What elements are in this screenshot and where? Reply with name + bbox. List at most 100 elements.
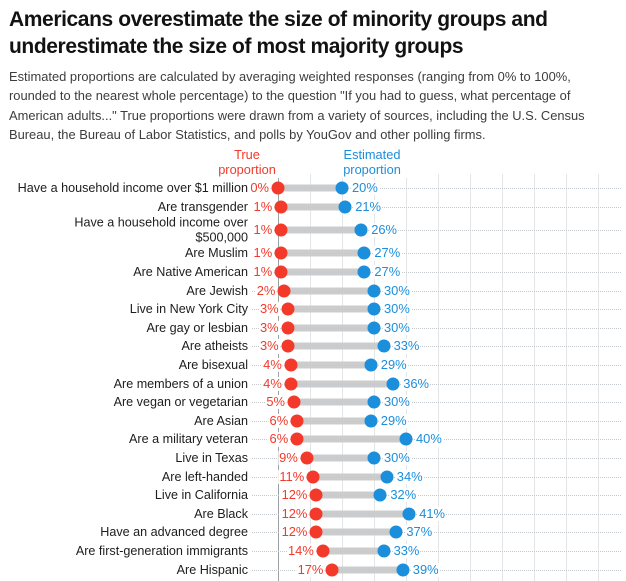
estimated-value-label: 27%	[373, 245, 402, 261]
category-label: Live in New York City	[129, 302, 248, 317]
chart-row: Are Black 12% 41%	[0, 505, 626, 524]
true-proportion-dot	[309, 507, 323, 521]
row-plot: 14% 33%	[0, 542, 626, 561]
category-label: Are vegan or vegetarian	[113, 395, 248, 409]
estimated-value-label: 40%	[415, 431, 443, 447]
true-value-label: 11%	[278, 468, 306, 484]
estimated-proportion-dot	[367, 395, 381, 409]
row-plot: 1% 27%	[0, 263, 626, 282]
category-label: Live in Texas	[175, 450, 248, 465]
category-label: Are members of a union	[113, 376, 248, 391]
estimated-proportion-dot	[357, 265, 371, 279]
chart-row: Have a household income over $500,000 1% 2…	[0, 216, 626, 244]
category-label: Are a military veteran	[129, 432, 248, 447]
dumbbell-chart-rows: Have a household income over $1 million 0…	[0, 179, 626, 579]
true-proportion-dot	[284, 358, 298, 372]
category-label: Are gay or lesbian	[146, 320, 248, 335]
row-dotted-line	[252, 327, 621, 329]
estimated-value-label: 33%	[392, 338, 421, 354]
estimated-proportion-dot	[354, 223, 368, 237]
row-dotted-line	[252, 365, 621, 367]
true-proportion-dot	[316, 544, 330, 558]
estimated-proportion-dot	[367, 451, 381, 465]
chart-row: Are gay or lesbian 3% 30%	[0, 319, 626, 338]
x-axis-zero-line	[278, 172, 279, 581]
chart-row: Live in California 12% 32%	[0, 486, 626, 505]
category-label: Have an advanced degree	[100, 525, 248, 540]
true-value-label: 1%	[252, 222, 274, 238]
chart-row: Are Asian 6% 29%	[0, 412, 626, 431]
x-gridline	[470, 174, 471, 581]
true-value-label: 12%	[280, 487, 309, 503]
true-value-label: 17%	[296, 561, 325, 577]
row-dotted-line	[252, 290, 621, 292]
chart-row: Are first-generation immigrants 14% 33%	[0, 542, 626, 561]
category-label: Are Jewish	[186, 283, 248, 298]
x-gridline	[502, 174, 503, 581]
chart-row: Are atheists 3% 33%	[0, 337, 626, 356]
row-dotted-line	[252, 253, 621, 255]
true-proportion-dot	[274, 246, 288, 260]
row-dotted-line	[252, 188, 621, 190]
category-label: Are Black	[194, 506, 248, 521]
estimated-value-label: 30%	[383, 449, 411, 466]
page-title: Americans overestimate the size of minor…	[9, 8, 548, 59]
chart-row: Are members of a union 4% 36%	[0, 374, 626, 393]
row-plot: 11% 34%	[0, 467, 626, 486]
true-value-label: 5%	[265, 394, 286, 410]
estimated-proportion-dot	[396, 563, 410, 577]
chart-row: Are Hispanic 17% 39%	[0, 560, 626, 579]
true-value-label: 9%	[278, 449, 299, 466]
estimated-value-label: 29%	[379, 356, 408, 373]
estimated-value-label: 27%	[373, 263, 402, 280]
estimated-value-label: 26%	[370, 222, 398, 238]
row-plot: 9% 30%	[0, 449, 626, 468]
chart-row: Are transgender 1% 21%	[0, 198, 626, 217]
x-gridline	[534, 174, 535, 581]
chart-row: Are a military veteran 6% 40%	[0, 430, 626, 449]
legend-true-proportion: True proportion	[212, 147, 282, 178]
category-label: Have a household income over $1 million	[17, 181, 248, 196]
estimated-proportion-dot	[399, 432, 413, 446]
estimated-value-label: 30%	[383, 301, 411, 317]
true-proportion-dot	[309, 525, 323, 539]
chart-row: Are Jewish 2% 30%	[0, 281, 626, 300]
estimated-value-label: 30%	[383, 282, 411, 298]
row-dotted-line	[252, 206, 621, 208]
category-label: Are left-handed	[161, 469, 248, 484]
row-dotted-line	[252, 402, 621, 404]
row-plot: 1% 27%	[0, 244, 626, 263]
true-proportion-dot	[281, 321, 295, 335]
estimated-value-label: 36%	[402, 375, 430, 391]
estimated-value-label: 30%	[383, 319, 411, 335]
category-label: Are Hispanic	[176, 562, 248, 577]
true-proportion-dot	[300, 451, 314, 465]
row-plot: 0% 20%	[0, 179, 626, 198]
estimated-proportion-dot	[367, 302, 381, 316]
row-plot: 4% 36%	[0, 374, 626, 393]
row-dotted-line	[252, 272, 621, 274]
chart-row: Live in Texas 9% 30%	[0, 449, 626, 468]
row-dotted-line	[252, 532, 621, 534]
estimated-proportion-dot	[402, 507, 416, 521]
x-gridline	[374, 174, 375, 581]
true-proportion-dot	[290, 432, 304, 446]
row-plot: 5% 30%	[0, 393, 626, 412]
row-plot: 6% 40%	[0, 430, 626, 449]
row-plot: 2% 30%	[0, 281, 626, 300]
chart-subtitle: Estimated proportions are calculated by …	[9, 69, 585, 143]
true-proportion-dot	[287, 395, 301, 409]
estimated-proportion-dot	[335, 181, 349, 195]
true-proportion-dot	[306, 470, 320, 484]
true-value-label: 14%	[286, 542, 315, 559]
x-gridline	[342, 174, 343, 581]
true-value-label: 1%	[252, 245, 274, 261]
true-value-label: 1%	[252, 198, 274, 214]
chart-row: Are bisexual 4% 29%	[0, 356, 626, 375]
true-proportion-dot	[277, 284, 291, 298]
row-dotted-line	[252, 346, 621, 348]
true-value-label: 2%	[255, 282, 277, 298]
chart-row: Have an advanced degree 12% 37%	[0, 523, 626, 542]
estimated-value-label: 37%	[405, 524, 434, 540]
estimated-value-label: 32%	[389, 487, 418, 503]
